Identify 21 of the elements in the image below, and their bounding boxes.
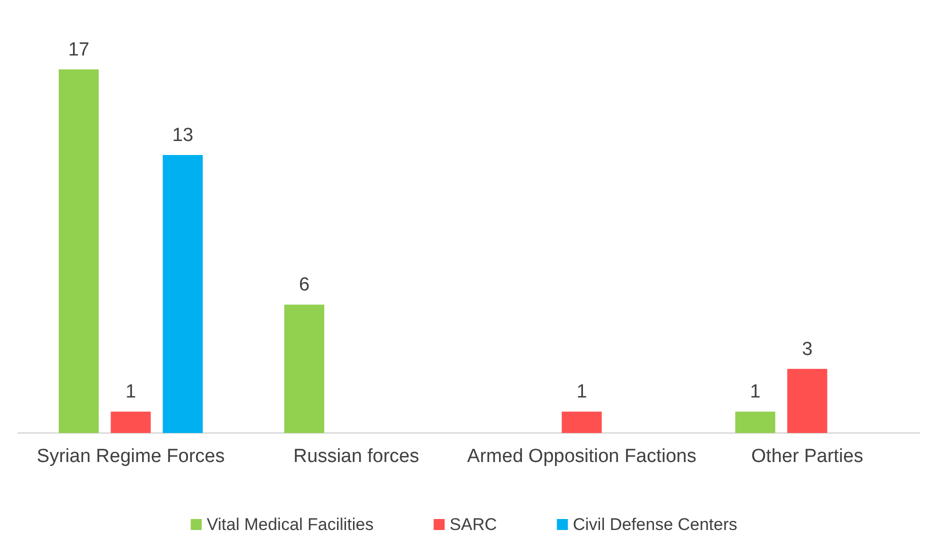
data-label: 3: [802, 338, 813, 360]
bar: [284, 304, 324, 433]
bar: [735, 412, 776, 433]
bar: [110, 412, 151, 433]
x-tick-label: Russian forces: [293, 446, 420, 467]
x-tick-label: Syrian Regime Forces: [36, 446, 225, 467]
bar: [787, 368, 828, 433]
x-tick-label: Armed Opposition Factions: [467, 446, 696, 467]
x-tick-label: Other Parties: [751, 446, 864, 467]
data-label: 1: [125, 382, 136, 403]
bar: [162, 154, 203, 433]
data-label: 1: [576, 382, 588, 403]
data-label: 6: [298, 274, 310, 296]
bar: [58, 69, 99, 433]
legend-label: Civil Defense Centers: [572, 515, 738, 534]
data-label: 1: [750, 382, 761, 403]
data-label: 13: [172, 124, 194, 146]
bar: [562, 412, 602, 433]
legend-label: Vital Medical Facilities: [206, 515, 374, 534]
legend-label: SARC: [450, 515, 497, 534]
data-label: 17: [68, 39, 90, 60]
